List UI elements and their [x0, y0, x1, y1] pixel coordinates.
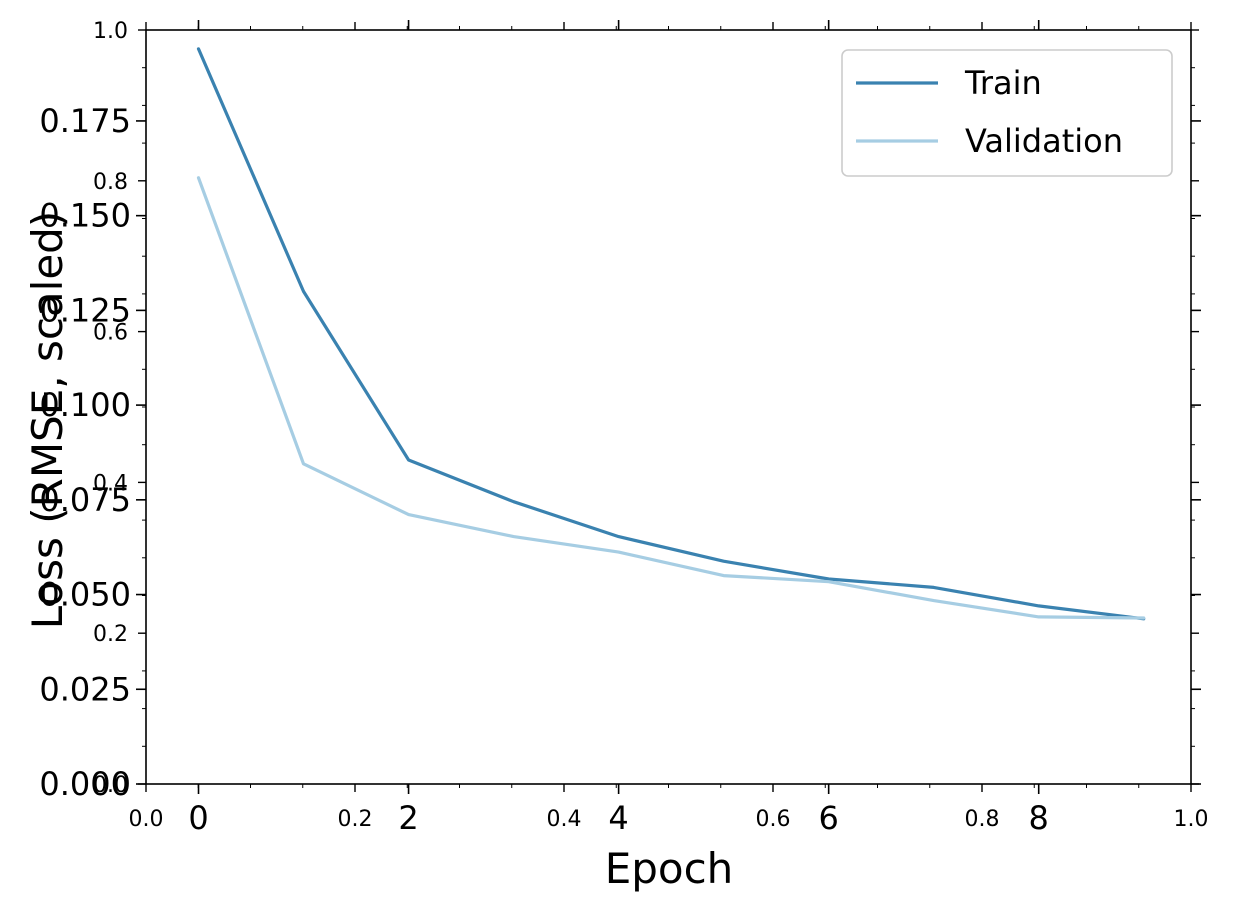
secondary-axis-ticks: 0.0 0.2 0.4 0.6 0.8 1.0 0.0 0.2 0.4 0.6 0.8 1.0 [93, 19, 1209, 832]
secondary-y-tick-label: 0.6 [93, 321, 128, 346]
secondary-y-tick-label: 0.2 [93, 622, 128, 647]
secondary-x-tick-label: 0.8 [965, 807, 1000, 832]
series-line-validation [196, 176, 1146, 620]
primary-axis-ticks: 0 2 4 6 8 0.000 0.025 0.050 0.075 0.100 0.125 0.150… [39, 20, 1201, 837]
legend-label-validation: Validation [965, 122, 1123, 160]
x-tick-label: 8 [1029, 799, 1049, 837]
x-tick-label: 4 [608, 799, 628, 837]
secondary-y-tick-label: 0.8 [93, 170, 128, 195]
y-tick-label: 0.025 [39, 670, 131, 708]
series-line-train [196, 47, 1146, 621]
secondary-x-tick-label: 0.2 [338, 807, 373, 832]
y-tick-label: 0.075 [39, 481, 131, 519]
secondary-y-tick-label: 0.4 [93, 471, 128, 496]
y-tick-label: 0.175 [39, 102, 131, 140]
y-tick-label: 0.150 [39, 197, 131, 235]
y-axis-label: Loss (RMSE, scaled) [23, 211, 72, 629]
x-tick-label: 6 [818, 799, 838, 837]
x-tick-label: 0 [188, 799, 208, 837]
secondary-x-tick-label: 0.6 [756, 807, 791, 832]
x-axis-label: Epoch [605, 844, 734, 893]
secondary-y-tick-label: 1.0 [93, 19, 128, 44]
secondary-x-tick-label: 0.4 [547, 807, 582, 832]
secondary-x-tick-label: 0.0 [129, 807, 164, 832]
secondary-x-tick-label: 1.0 [1174, 807, 1209, 832]
y-tick-label: 0.125 [39, 291, 131, 329]
legend: Train Validation [841, 49, 1173, 177]
series-lines [196, 47, 1146, 621]
x-tick-label: 2 [398, 799, 418, 837]
legend-label-train: Train [964, 64, 1042, 102]
plot-frame [145, 29, 1192, 785]
y-tick-label: 0.000 [39, 765, 131, 803]
y-tick-label: 0.050 [39, 576, 131, 614]
y-tick-label: 0.100 [39, 386, 131, 424]
secondary-y-tick-label: 0.0 [93, 773, 128, 798]
